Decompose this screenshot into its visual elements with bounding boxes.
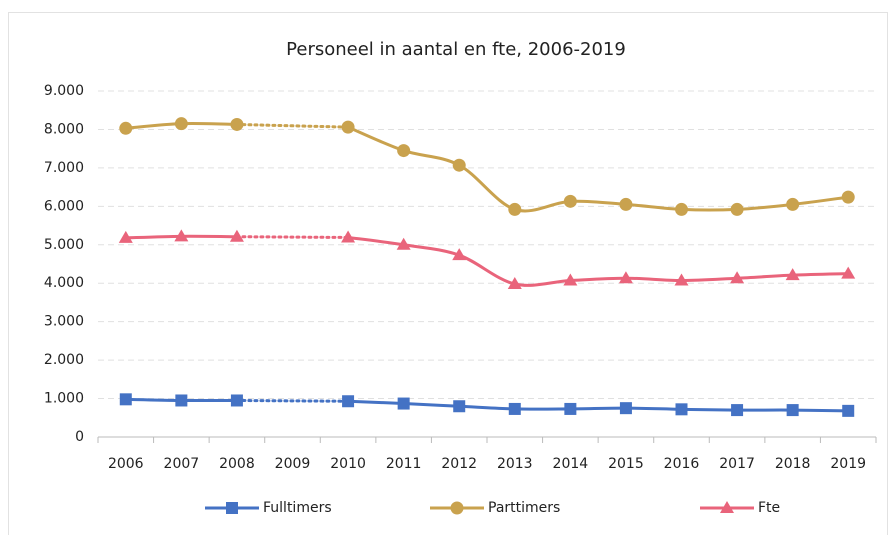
marker [675,202,688,216]
marker [675,403,688,416]
marker [396,237,411,250]
marker [619,402,632,415]
marker [785,268,800,281]
gap-connector [235,398,350,403]
marker [507,276,522,289]
x-tick-label: 2014 [553,456,589,472]
chart-title: Personeel in aantal en fte, 2006-2019 [286,39,626,60]
marker [175,394,188,407]
gap-connector [235,235,350,239]
x-tick-label: 2018 [775,456,811,472]
marker [786,197,800,211]
marker [452,248,467,261]
marker [674,273,689,286]
marker [730,202,744,216]
marker [730,271,745,284]
marker [397,397,410,410]
marker [230,394,243,407]
y-tick-label: 0 [75,429,84,445]
x-tick-label: 2012 [441,456,477,472]
marker [119,121,133,135]
marker [508,202,522,216]
marker [564,402,577,415]
marker [341,230,356,243]
marker [118,230,133,243]
marker [618,271,633,284]
marker [341,120,355,134]
y-tick-label: 7.000 [44,160,84,176]
series-line [347,125,849,213]
marker [226,502,238,514]
y-tick-label: 1.000 [44,391,84,407]
series-line [348,399,849,413]
x-tick-label: 2017 [719,456,755,472]
legend-label: Fulltimers [263,500,332,516]
marker [563,194,577,208]
x-tick-label: 2011 [386,456,422,472]
marker [229,229,244,242]
chart-frame [8,12,888,535]
x-tick-label: 2013 [497,456,533,472]
y-tick-label: 4.000 [44,275,84,291]
y-tick-label: 3.000 [44,314,84,330]
x-tick-label: 2009 [275,456,311,472]
x-tick-label: 2007 [164,456,200,472]
marker [174,229,189,242]
x-tick-label: 2010 [330,456,366,472]
marker [174,117,188,131]
y-tick-label: 2.000 [44,352,84,368]
marker [731,404,744,417]
marker [619,197,633,211]
x-tick-label: 2019 [830,456,866,472]
x-tick-label: 2016 [664,456,700,472]
y-tick-label: 6.000 [44,198,84,214]
marker [452,158,466,172]
marker [720,501,734,513]
marker [453,400,466,413]
marker [342,395,355,408]
legend-label: Fte [758,500,780,516]
marker [842,404,855,417]
legend-label: Parttimers [488,500,560,516]
marker [563,273,578,286]
marker [508,402,521,415]
x-tick-label: 2015 [608,456,644,472]
marker [786,404,799,417]
marker [450,501,464,515]
marker [397,144,411,158]
marker [841,266,856,279]
y-tick-label: 9.000 [44,83,84,99]
series-line [347,235,849,287]
y-tick-label: 5.000 [44,237,84,253]
marker [841,190,855,204]
marker [230,117,244,131]
x-tick-label: 2008 [219,456,255,472]
marker [119,393,132,406]
x-tick-label: 2006 [108,456,144,472]
y-tick-label: 8.000 [44,121,84,137]
gap-connector [235,122,350,129]
